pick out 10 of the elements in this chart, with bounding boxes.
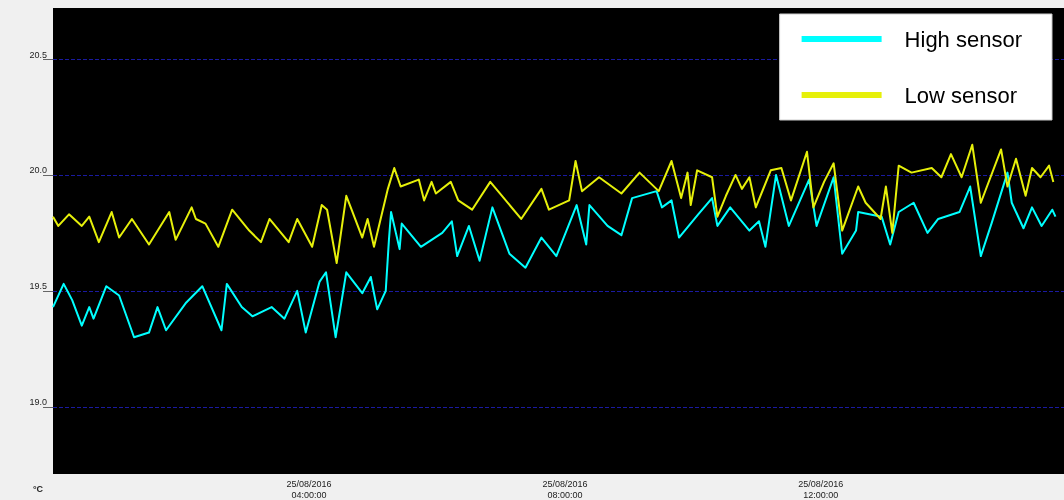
y-axis-title: °C <box>32 483 44 494</box>
y-tick-label: 19.0 <box>29 397 47 408</box>
legend-label: Low sensor <box>904 82 1018 108</box>
legend-label: High sensor <box>904 26 1022 52</box>
y-tick-label: 20.0 <box>29 165 47 176</box>
x-tick-label: 25/08/2016 12:00:00 <box>798 478 844 500</box>
y-tick-label: 20.5 <box>29 49 47 60</box>
y-tick-label: 19.5 <box>29 281 47 292</box>
x-tick-label: 25/08/2016 08:00:00 <box>542 478 588 500</box>
x-tick-label: 25/08/2016 04:00:00 <box>286 478 332 500</box>
